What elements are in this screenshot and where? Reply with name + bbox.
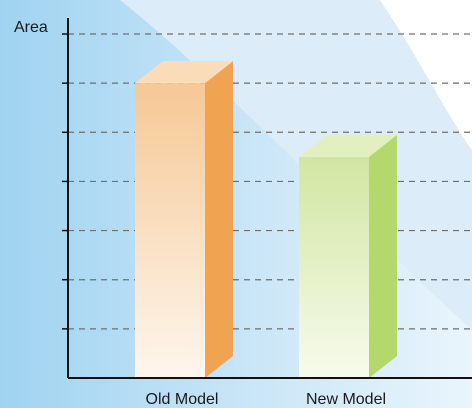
bar-old-model [135, 61, 233, 378]
bar-front [135, 83, 205, 378]
bar-side [205, 61, 233, 378]
bar-front [299, 157, 369, 378]
y-axis-title: Area [14, 19, 48, 36]
bar-new-model [299, 135, 397, 378]
bar-side [369, 135, 397, 378]
x-tick-label: New Model [306, 391, 386, 408]
x-tick-label: Old Model [146, 391, 219, 408]
